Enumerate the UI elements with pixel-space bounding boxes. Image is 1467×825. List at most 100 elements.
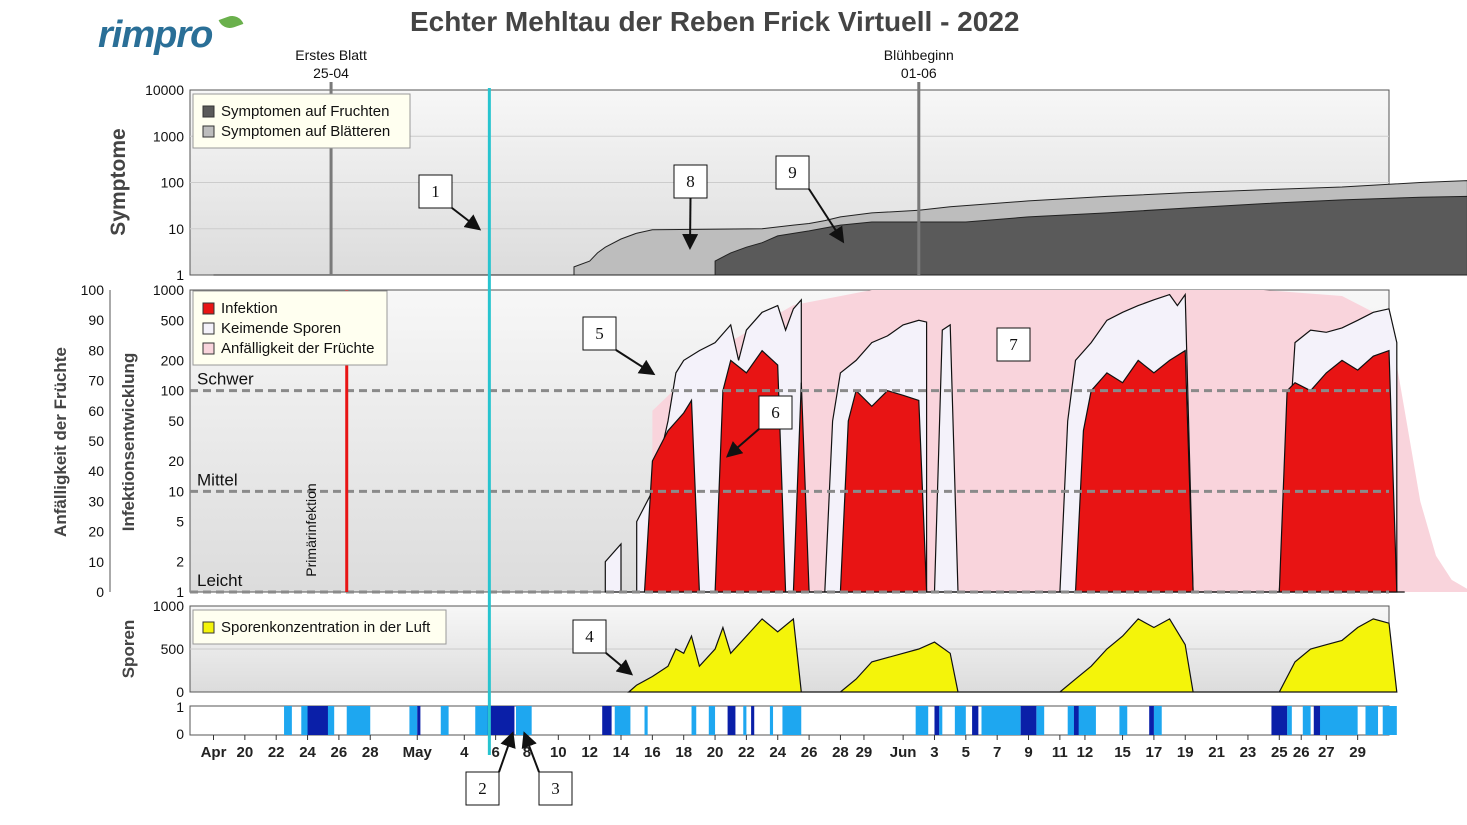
x-tick-label: 10 [550,744,567,761]
y-tick-label: 1000 [153,128,184,144]
infection-axis-label: Infektionsentwicklung [119,353,138,532]
threshold-label: Schwer [197,370,254,389]
y-tick-label: 0 [176,726,184,742]
y2-tick-label: 60 [88,403,104,419]
y-tick-label: 1000 [153,282,184,298]
annotation-arrow [682,197,699,250]
wetness-bar-light [1287,706,1292,735]
legend-label: Symptomen auf Fruchten [221,103,389,120]
annotation-arrow [498,731,516,773]
wetness-bar-light [1302,706,1311,735]
annotation-arrow [615,349,656,376]
x-tick-label: 12 [1077,744,1094,761]
x-tick-label: 26 [1293,744,1310,761]
event-label: Erstes Blatt [295,47,367,63]
x-tick-label: 22 [268,744,285,761]
wetness-bar-dark [602,706,612,735]
legend-swatch [202,621,215,634]
wetness-bar-dark [972,706,979,735]
wetness-bar-dark [417,706,421,735]
annotation-box [582,316,617,351]
y-tick-label: 1 [176,699,184,715]
x-tick-label: 7 [993,744,1001,761]
x-tick-label: 16 [644,744,661,761]
x-tick-label: 22 [738,744,755,761]
infection-legend-box [192,290,388,366]
y-tick-label: 10 [168,221,184,237]
x-tick-label: 24 [299,744,316,761]
threshold-label: Leicht [197,571,243,590]
annotation-arrow [521,731,540,773]
y-tick-label: 5 [176,514,184,530]
y2-tick-label: 40 [88,463,104,479]
legend-label: Symptomen auf Blätteren [221,123,390,140]
wetness-bar-light [614,706,631,735]
wetness-bar-dark [751,706,755,735]
annotation-box [996,327,1031,362]
chart-title: Echter Mehltau der Reben Frick Virtuell … [410,6,1020,37]
x-tick-label: Jun [890,744,917,761]
wetness-bar-light [440,706,449,735]
annotation-number: 9 [788,163,797,182]
annotation-box [538,771,573,806]
legend-swatch [202,125,215,138]
x-tick-label: 11 [1052,744,1068,761]
legend-swatch [202,302,215,315]
x-tick-label: 8 [523,744,531,761]
x-tick-label: 4 [460,744,469,761]
legend-swatch [202,105,215,118]
y-tick-label: 1 [176,584,184,600]
annotation-box [418,174,453,209]
y2-tick-label: 80 [88,342,104,358]
x-tick-label: 27 [1318,744,1335,761]
spore-concentration-area [627,617,1398,693]
y2-tick-label: 0 [96,584,104,600]
y-tick-label: 2 [176,554,184,570]
x-tick-label: 14 [613,744,630,761]
y-tick-label: 1000 [153,598,184,614]
x-tick-label: May [403,744,433,761]
y-tick-label: 0 [176,684,184,700]
wetness-bar-dark [727,706,736,735]
symptom-axis-label: Symptome [107,128,130,235]
x-tick-label: 24 [769,744,786,761]
wetness-bar-light [409,706,418,735]
wetness-bar-light [782,706,802,735]
annotation-box [758,395,793,430]
y-tick-label: 10000 [145,82,184,98]
wetness-bar-light [1365,706,1379,735]
wetness-bar-light [1036,706,1045,735]
x-tick-label: 28 [832,744,849,761]
wetness-bar-light [708,706,716,735]
y-tick-label: 10 [168,483,184,499]
x-tick-label: 28 [362,744,379,761]
wetness-bar-light [644,706,648,735]
wetness-bar-light [915,706,929,735]
y-tick-label: 100 [161,175,185,191]
annotation-box [775,155,810,190]
x-tick-label: 29 [856,744,873,761]
annotation-number: 6 [771,403,780,422]
spore-axis-label: Sporen [119,620,138,679]
infection-area [643,349,1398,593]
wetness-bar-dark [1073,706,1079,735]
annotation-arrow [725,428,760,458]
wetness-bar-light [939,706,943,735]
y2-tick-label: 90 [88,312,104,328]
wetness-bar-light [954,706,966,735]
wetness-bar-light [1067,706,1096,735]
legend-label: Sporenkonzentration in der Luft [221,619,431,636]
annotation-box [465,771,500,806]
y-tick-label: 100 [161,383,185,399]
y-tick-label: 20 [168,453,184,469]
wetness-bar-light [691,706,697,735]
annotation-number: 4 [585,627,594,646]
y2-tick-label: 20 [88,524,104,540]
wetness-bar-dark [1313,706,1321,735]
event-date: 25-04 [313,65,349,81]
x-tick-label: 6 [491,744,499,761]
annotation-arrow [451,207,482,231]
susceptibility-axis-label: Anfälligkeit der Früchte [51,347,70,537]
annotation-arrow [808,188,845,244]
wetness-bar-light [1119,706,1128,735]
